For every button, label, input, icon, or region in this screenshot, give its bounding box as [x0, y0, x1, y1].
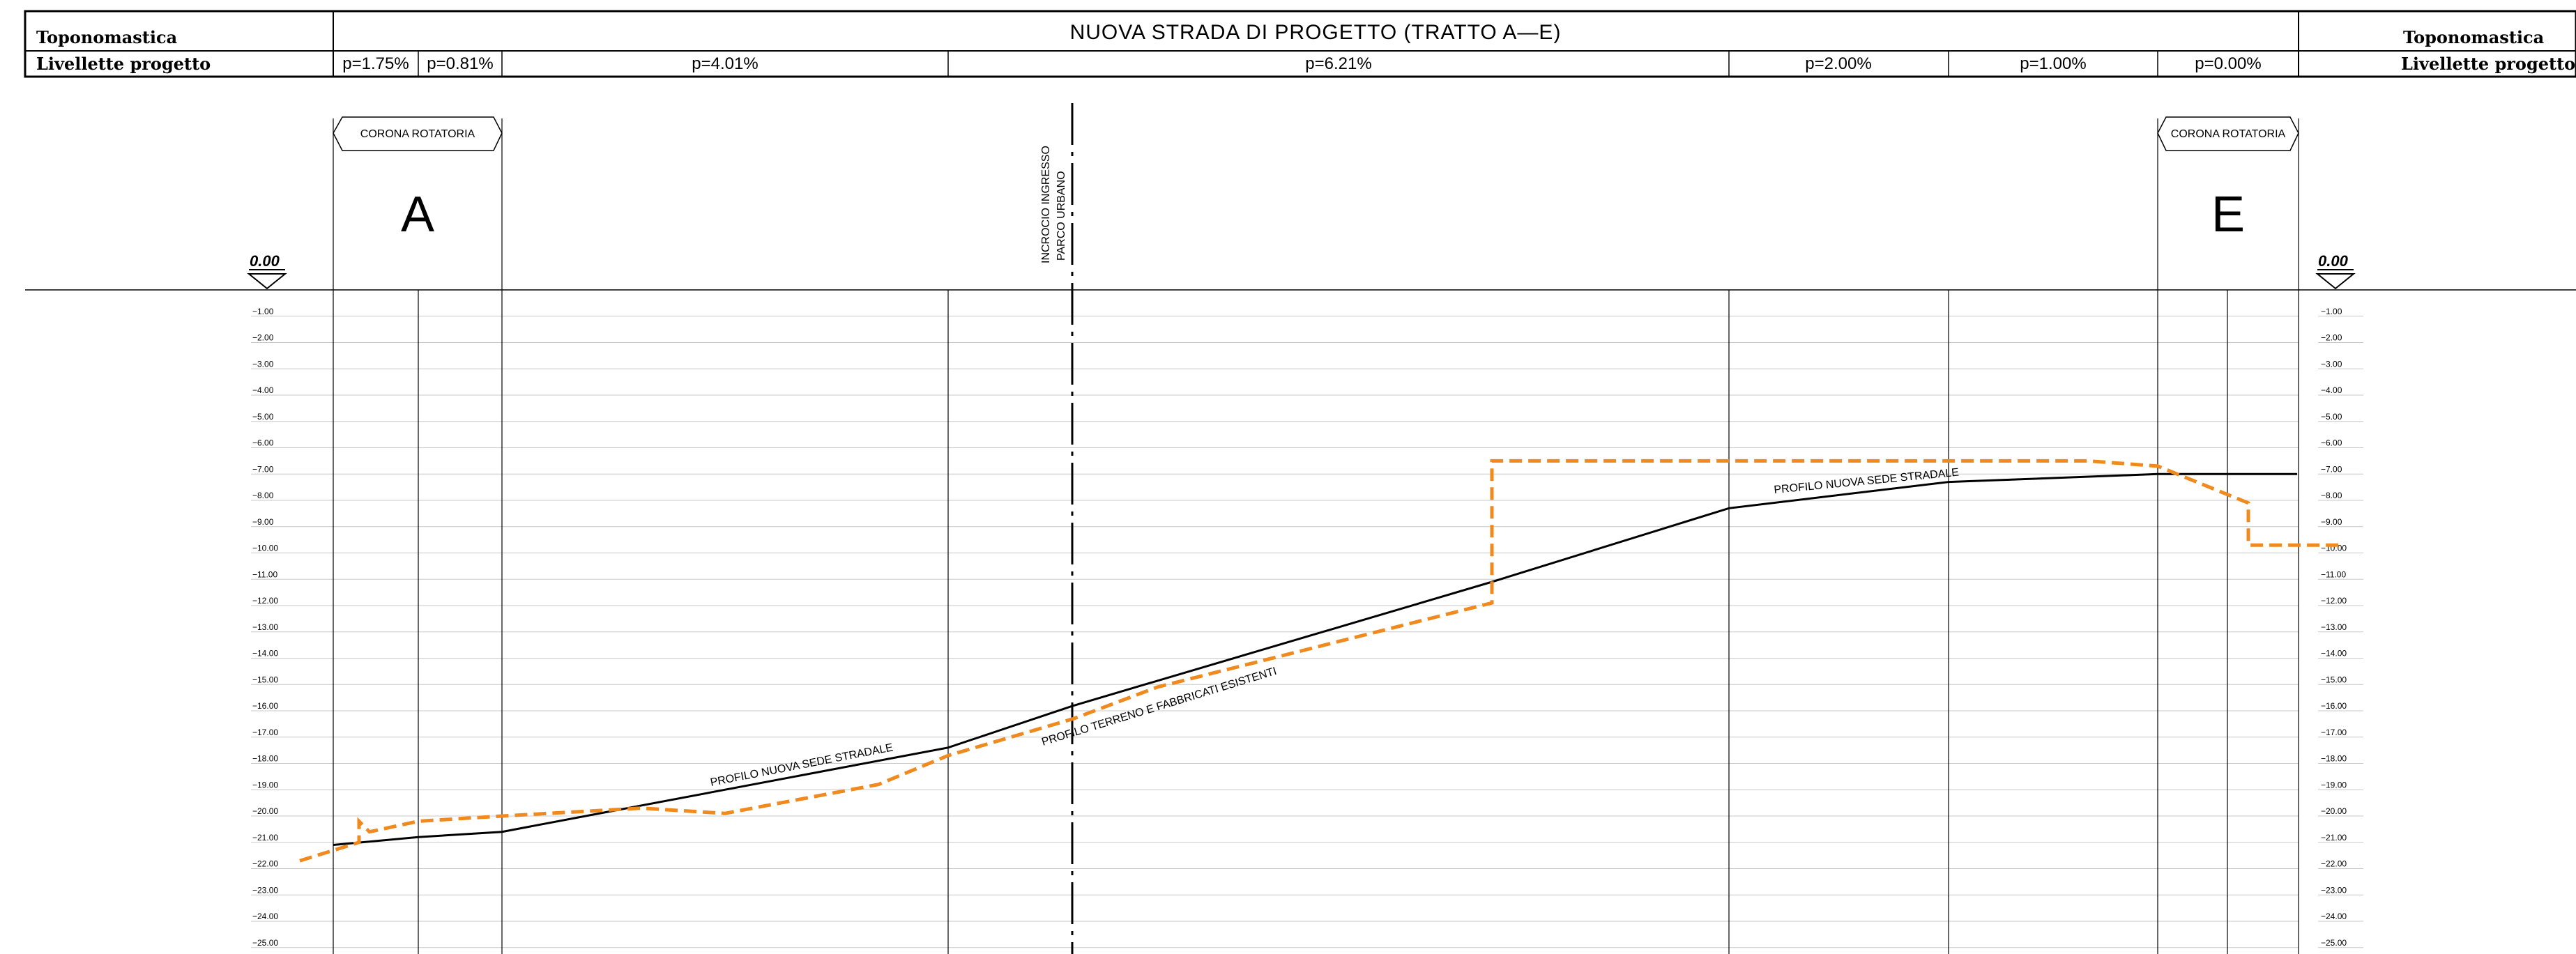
- elevation-tick-right: −18.00: [2321, 754, 2347, 764]
- header-table: Toponomastica Livellette progetto Topono…: [24, 10, 2576, 78]
- datum-value-left: 0.00: [250, 252, 280, 270]
- elevation-tick-left: −3.00: [252, 359, 274, 369]
- corona-tag-left: CORONA ROTATORIA: [333, 116, 503, 151]
- elevation-tick-right: −13.00: [2321, 622, 2347, 632]
- livellette-label-left: Livellette progetto: [36, 54, 211, 74]
- elevation-tick-right: −5.00: [2321, 412, 2342, 422]
- drawing-title: NUOVA STRADA DI PROGETTO (TRATTO A—E): [1070, 21, 1562, 44]
- elevation-tick-left: −5.00: [252, 412, 274, 422]
- corona-tag-shape: [2157, 116, 2299, 151]
- elevation-tick-right: −1.00: [2321, 307, 2342, 316]
- elevation-tick-right: −15.00: [2321, 675, 2347, 684]
- elevation-tick-left: −15.00: [252, 675, 278, 684]
- incrocio-label-line1: INCROCIO INGRESSO: [1040, 146, 1052, 263]
- elevation-tick-right: −24.00: [2321, 911, 2347, 921]
- elevation-tick-left: −18.00: [252, 754, 278, 764]
- point-e-label: E: [2211, 187, 2245, 243]
- elevation-tick-right: −7.00: [2321, 464, 2342, 474]
- elevation-tick-right: −25.00: [2321, 938, 2347, 948]
- elevation-tick-left: −20.00: [252, 806, 278, 816]
- elevation-tick-left: −22.00: [252, 859, 278, 869]
- elevation-tick-left: −23.00: [252, 885, 278, 895]
- elevation-tick-left: −17.00: [252, 728, 278, 737]
- header-frame: [24, 10, 2576, 78]
- toponomastica-label-right: Toponomastica: [2403, 27, 2544, 47]
- elevation-tick-right: −6.00: [2321, 438, 2342, 448]
- elevation-tick-left: −6.00: [252, 438, 274, 448]
- terrain-profile-line: [299, 459, 2339, 863]
- profilo-nuovo-label-1: PROFILO NUOVA SEDE STRADALE: [710, 741, 894, 789]
- elevation-tick-left: −10.00: [252, 544, 278, 553]
- elevation-tick-left: −21.00: [252, 833, 278, 843]
- elevation-tick-left: −12.00: [252, 596, 278, 606]
- station-lines: [333, 118, 2299, 954]
- point-a-label: A: [401, 187, 434, 243]
- elevation-tick-left: −7.00: [252, 464, 274, 474]
- incrocio-label-line2: PARCO URBANO: [1055, 171, 1067, 261]
- datum-triangle-icon: [2315, 273, 2356, 290]
- elevation-tick-right: −11.00: [2321, 569, 2346, 579]
- elevation-tick-left: −4.00: [252, 385, 274, 395]
- elevation-tick-right: −8.00: [2321, 491, 2342, 500]
- elevation-tick-left: −13.00: [252, 622, 278, 632]
- elevation-tick-right: −21.00: [2321, 833, 2347, 843]
- elevation-tick-left: −25.00: [252, 938, 278, 948]
- elevation-tick-left: −1.00: [252, 307, 274, 316]
- elevation-tick-right: −22.00: [2321, 859, 2347, 869]
- corona-tag-shape: [333, 116, 503, 151]
- elevation-tick-right: −17.00: [2321, 728, 2347, 737]
- slope-label: p=0.00%: [2195, 54, 2261, 73]
- elevation-tick-right: −4.00: [2321, 385, 2342, 395]
- datum-triangle-icon: [247, 273, 287, 290]
- toponomastica-label-left: Toponomastica: [36, 27, 177, 47]
- datum-value-right: 0.00: [2318, 252, 2349, 270]
- elevation-tick-right: −23.00: [2321, 885, 2347, 895]
- slope-label: p=1.75%: [342, 54, 409, 73]
- slope-label: p=4.01%: [692, 54, 758, 73]
- elevation-grid: [251, 316, 2363, 948]
- corona-label-right: CORONA ROTATORIA: [2171, 128, 2286, 140]
- road-profile-line: [333, 472, 2297, 846]
- elevation-tick-left: −8.00: [252, 491, 274, 500]
- elevation-tick-left: −11.00: [252, 569, 277, 579]
- slope-label: p=0.81%: [427, 54, 493, 73]
- datum-marker-left: 0.00: [247, 252, 287, 290]
- elevation-tick-right: −2.00: [2321, 333, 2342, 343]
- elevation-tick-right: −14.00: [2321, 649, 2347, 659]
- elevation-tick-right: −16.00: [2321, 701, 2347, 711]
- elevation-tick-left: −19.00: [252, 780, 278, 790]
- elevation-tick-left: −2.00: [252, 333, 274, 343]
- corona-tag-right: CORONA ROTATORIA: [2157, 116, 2299, 151]
- slope-label: p=6.21%: [1305, 54, 1371, 73]
- elevation-tick-left: −9.00: [252, 517, 274, 527]
- slope-label: p=2.00%: [1805, 54, 1871, 73]
- corona-label-left: CORONA ROTATORIA: [360, 128, 475, 140]
- slope-label: p=1.00%: [2020, 54, 2086, 73]
- profilo-terreno-label: PROFILO TERRENO E FABBRICATI ESISTENTI: [1040, 666, 1278, 748]
- profiles: [299, 459, 2339, 863]
- elevation-tick-left: −14.00: [252, 649, 278, 659]
- elevation-tick-right: −19.00: [2321, 780, 2347, 790]
- livellette-label-right: Livellette progetto: [2401, 54, 2575, 74]
- datum-marker-right: 0.00: [2315, 252, 2356, 290]
- elevation-tick-right: −20.00: [2321, 806, 2347, 816]
- elevation-tick-labels: −1.00 −1.00 −2.00 −2.00 −3.00 −3.00 −4.00 −4.00…: [252, 307, 2347, 948]
- elevation-tick-right: −3.00: [2321, 359, 2342, 369]
- elevation-tick-right: −12.00: [2321, 596, 2347, 606]
- elevation-tick-left: −24.00: [252, 911, 278, 921]
- elevation-tick-left: −16.00: [252, 701, 278, 711]
- elevation-tick-right: −9.00: [2321, 517, 2342, 527]
